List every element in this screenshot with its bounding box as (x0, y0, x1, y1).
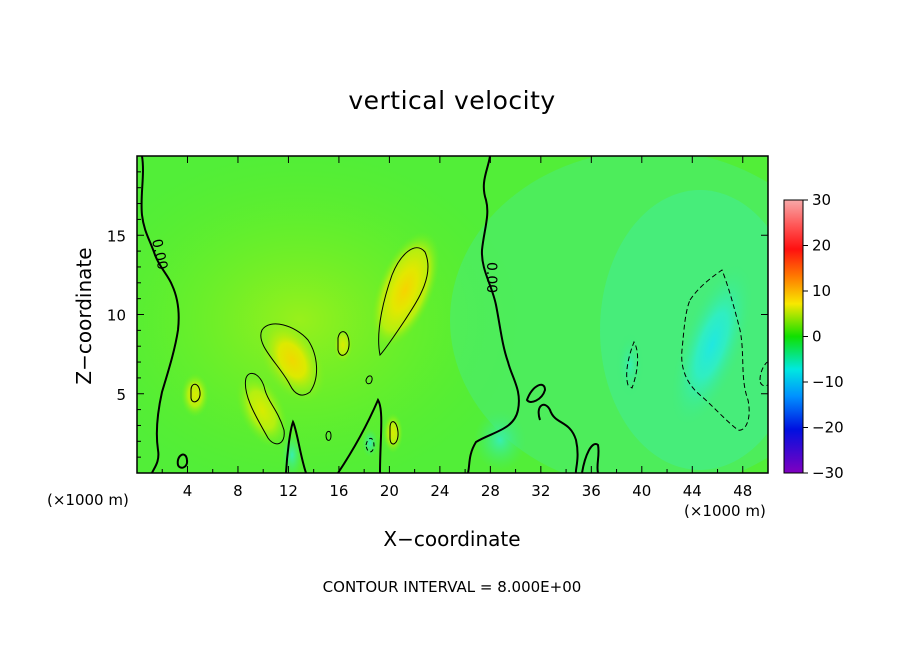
x-unit-label-right: (×1000 m) (684, 502, 766, 520)
chart-title: vertical velocity (348, 86, 556, 115)
x-tick-label: 28 (481, 482, 500, 500)
contour-interval-note: CONTOUR INTERVAL = 8.000E+00 (322, 578, 582, 596)
colorbar-tick-label: −10 (812, 373, 844, 391)
x-unit-label-left: (×1000 m) (47, 491, 129, 509)
updraft-core-x21 (370, 231, 440, 349)
colorbar-tick-label: 20 (812, 237, 831, 255)
zero-contour-mid (467, 156, 520, 473)
zero-contour-x34 (537, 403, 579, 473)
x-tick-label: 40 (632, 482, 651, 500)
y-ticks: 5 10 15 (107, 171, 768, 458)
updraft-x21-low (383, 413, 403, 453)
updraft-x10 (235, 372, 289, 448)
zero-contour-x4 (176, 453, 189, 469)
x-tick-label: 48 (733, 482, 752, 500)
contour-pos-x10 (244, 372, 285, 445)
zero-contour-x33 (525, 383, 547, 403)
contour-pos-x21 (378, 247, 429, 357)
colorbar-tick-label: 30 (812, 191, 831, 209)
x-tick-label: 36 (582, 482, 601, 500)
contour-label-left: 0.00 (148, 238, 170, 272)
x-axis-label: X−coordinate (383, 527, 521, 551)
colorbar-ticks: 30 20 10 0 −10 −20 −30 (803, 191, 844, 482)
x-ticks: 4 8 12 16 20 24 28 32 36 40 44 48 (161, 156, 752, 500)
y-axis-label: Z−coordinate (72, 247, 96, 385)
contour-neg-x39 (626, 340, 639, 389)
contour-pos-x13 (260, 323, 317, 396)
updraft-x5 (181, 373, 209, 417)
heatmap-field (137, 156, 768, 473)
y-tick-label: 5 (116, 386, 126, 404)
x-tick-label: 12 (279, 482, 298, 500)
contour-pos-x15 (325, 430, 332, 441)
contour-pos-x5 (190, 383, 201, 403)
y-tick-label: 15 (107, 227, 126, 245)
x-tick-label: 32 (531, 482, 550, 500)
colorbar-tick-label: 0 (812, 328, 822, 346)
zero-contour-x12 (285, 419, 307, 473)
contour-neg-x46 (681, 269, 750, 431)
downdraft-x30 (474, 410, 526, 470)
contour-pos-x17 (337, 331, 350, 356)
cool-region-right-2 (600, 190, 768, 470)
x-tick-label: 24 (430, 482, 449, 500)
x-tick-label: 16 (329, 482, 348, 500)
y-tick-label: 10 (107, 307, 126, 325)
downdraft-x39 (616, 333, 644, 397)
updraft-core-x13 (258, 317, 326, 403)
colorbar (783, 199, 804, 474)
contour-neg-x49 (759, 361, 768, 387)
x-tick-label: 4 (183, 482, 193, 500)
contour-neg-x19 (365, 437, 375, 453)
x-tick-label: 44 (683, 482, 702, 500)
zero-contour-x19 (337, 397, 383, 473)
contour-pos-x21-low (389, 421, 399, 445)
colorbar-tick-label: −20 (812, 419, 844, 437)
x-tick-label: 20 (380, 482, 399, 500)
downdraft-x46 (671, 264, 753, 426)
updraft-x17 (333, 327, 353, 363)
downdraft-x19 (362, 429, 378, 457)
colorbar-tick-label: −30 (812, 464, 844, 482)
downdraft-x13 (282, 433, 302, 473)
contour-label-mid: 0.00 (483, 262, 499, 293)
zero-contour-x36 (581, 443, 600, 473)
zero-contour-left (140, 156, 180, 473)
contour-pos-x18-dot (365, 375, 373, 385)
colorbar-tick-label: 10 (812, 282, 831, 300)
x-tick-label: 8 (233, 482, 243, 500)
